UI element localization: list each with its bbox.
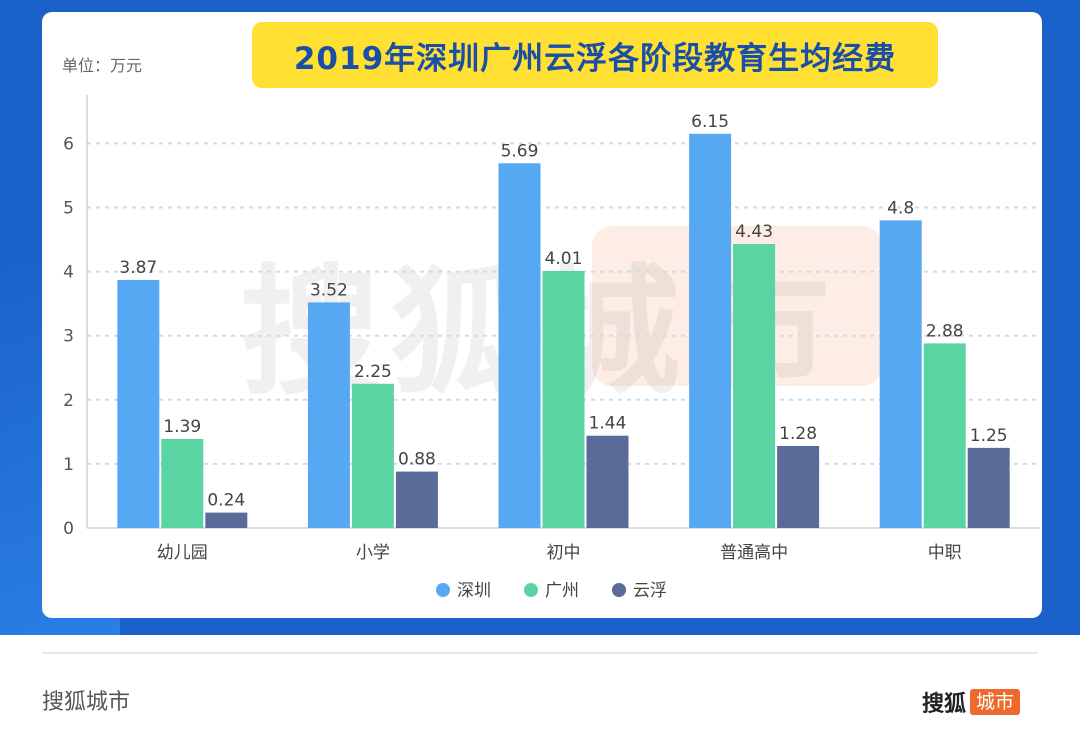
bar-深圳-普通高中 [689, 133, 732, 528]
data-label: 3.52 [310, 280, 348, 300]
bar-深圳-小学 [307, 302, 350, 528]
footer-source: 搜狐城市 [42, 690, 131, 715]
y-tick-label: 0 [63, 519, 74, 539]
data-label: 1.39 [163, 417, 201, 437]
x-tick-label: 初中 [547, 543, 581, 563]
footer-divider [42, 652, 1038, 654]
y-tick-label: 1 [63, 455, 74, 475]
value-labels-layer: 3.87 1.39 0.24 3.52 2.25 0.88 5.69 4.01 1.44 6.15… [119, 112, 1007, 511]
bar-chart: 0 1 2 3 4 5 6 幼儿园 小学 初中 普通高中 中职 3.87 1.39 0.24 3.52 2.2… [63, 95, 1040, 601]
data-label: 2.25 [354, 362, 392, 382]
legend: 深圳 广州 云浮 [436, 581, 667, 601]
legend-label: 广州 [545, 581, 579, 601]
data-label: 4.01 [545, 249, 583, 269]
data-label: 4.43 [735, 222, 773, 242]
y-tick-label: 6 [63, 134, 74, 154]
bar-深圳-幼儿园 [117, 279, 160, 528]
data-label: 1.28 [779, 424, 817, 444]
title-banner: 2019年深圳广州云浮各阶段教育生均经费 [252, 22, 938, 88]
bar-广州-普通高中 [733, 244, 776, 529]
x-tick-label: 普通高中 [720, 543, 788, 563]
legend-swatch-广州 [524, 583, 538, 597]
footer-brand: 搜狐 城市 [922, 686, 1021, 718]
bar-云浮-普通高中 [777, 445, 820, 528]
footer-brand-main: 搜狐 [922, 692, 967, 717]
y-tick-label: 4 [63, 263, 74, 283]
bar-云浮-幼儿园 [205, 512, 248, 528]
data-label: 0.88 [398, 450, 436, 470]
data-label: 1.25 [970, 426, 1008, 446]
y-tick-label: 3 [63, 327, 74, 347]
legend-swatch-深圳 [436, 583, 450, 597]
chart-title: 2019年深圳广州云浮各阶段教育生均经费 [293, 40, 897, 77]
x-tick-label: 幼儿园 [157, 543, 208, 563]
bar-广州-初中 [542, 270, 585, 528]
x-tick-label: 中职 [928, 543, 962, 563]
x-tick-label: 小学 [356, 543, 390, 563]
bars-layer [117, 133, 1010, 529]
bar-广州-幼儿园 [161, 438, 204, 528]
data-label: 0.24 [207, 491, 245, 511]
bar-云浮-中职 [967, 447, 1010, 528]
bar-深圳-中职 [879, 220, 922, 528]
bar-云浮-小学 [395, 471, 438, 528]
data-label: 4.8 [887, 198, 914, 218]
y-tick-label: 5 [63, 199, 74, 219]
unit-label: 单位：万元 [62, 56, 143, 75]
data-label: 6.15 [691, 112, 729, 132]
bar-广州-中职 [923, 343, 966, 528]
data-label: 1.44 [589, 414, 627, 434]
legend-label: 云浮 [633, 581, 667, 601]
data-label: 3.87 [119, 258, 157, 278]
y-tick-label: 2 [63, 391, 74, 411]
legend-swatch-云浮 [612, 583, 626, 597]
legend-label: 深圳 [457, 581, 491, 601]
bar-广州-小学 [351, 383, 394, 528]
bar-云浮-初中 [586, 435, 629, 528]
footer-brand-tag: 城市 [970, 689, 1021, 715]
bar-深圳-初中 [498, 163, 541, 528]
data-label: 5.69 [501, 141, 539, 161]
data-label: 2.88 [926, 321, 964, 341]
